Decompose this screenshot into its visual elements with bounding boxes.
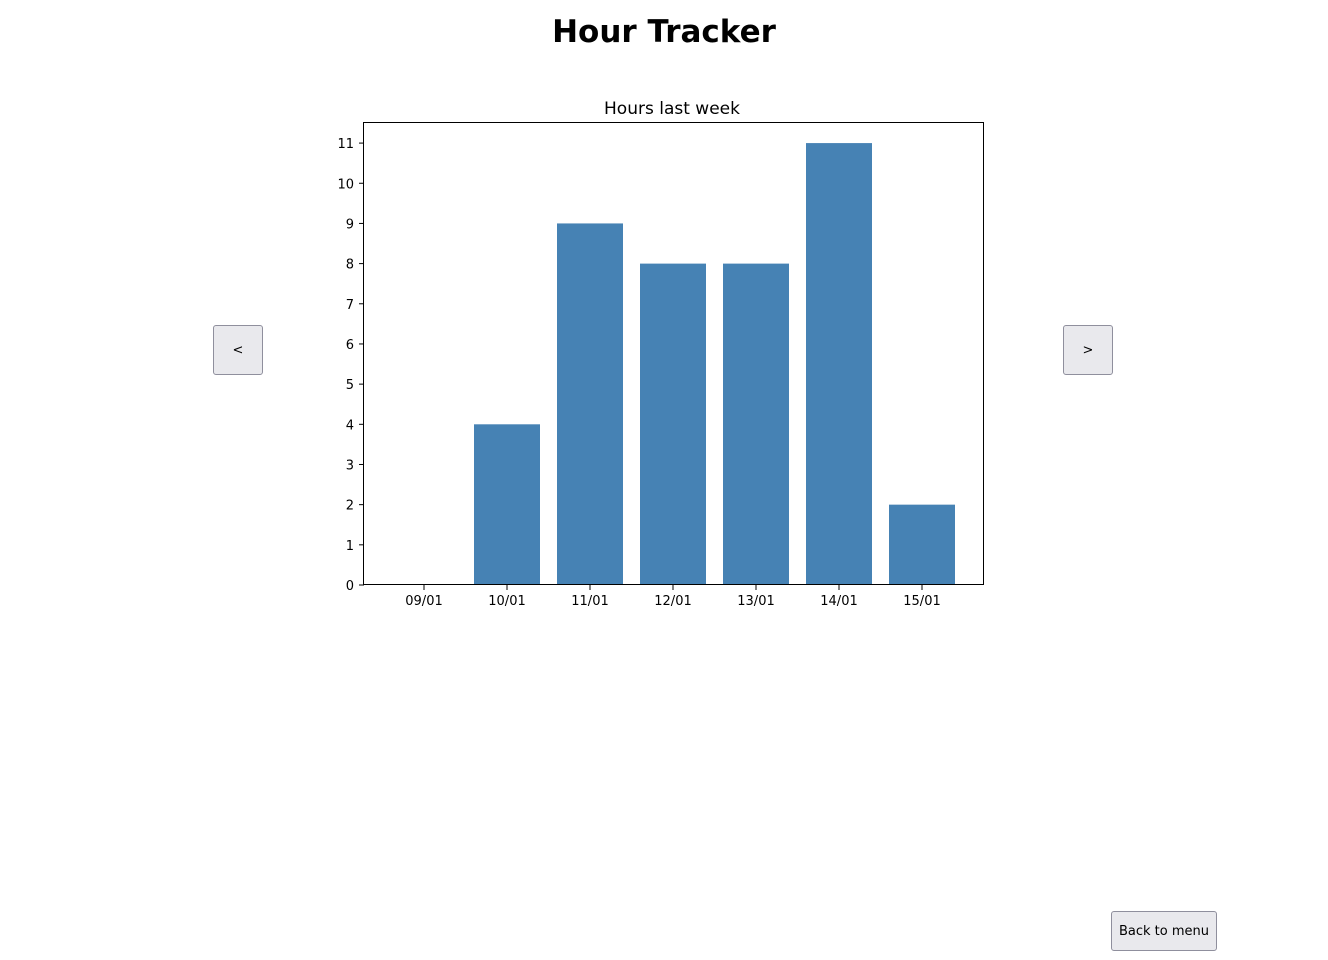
y-tick-label: 7 [346,298,354,313]
bar-11-01 [557,223,623,585]
plot-frame [363,122,984,585]
x-tick-label: 09/01 [405,594,442,609]
hours-chart: Hours last week 0 1 2 3 4 5 6 7 8 9 10 11 09/01 10/0… [300,90,1020,620]
y-tick-label: 0 [346,579,354,594]
y-tick-label: 10 [337,177,354,192]
bar-12-01 [640,263,706,585]
bar-14-01 [806,143,872,585]
y-tick-label: 6 [346,338,354,353]
x-tick-label: 15/01 [903,594,940,609]
bars-layer [474,143,955,585]
next-week-button[interactable]: > [1063,325,1113,375]
x-tick-label: 14/01 [820,594,857,609]
previous-week-button[interactable]: < [213,325,263,375]
bar-15-01 [889,504,955,585]
y-tick-label: 3 [346,458,354,473]
back-to-menu-button[interactable]: Back to menu [1111,911,1217,951]
y-tick-label: 9 [346,217,354,232]
bar-13-01 [723,263,789,585]
y-tick-label: 8 [346,258,354,273]
x-tick-label: 12/01 [654,594,691,609]
y-tick-label: 4 [346,418,354,433]
bar-10-01 [474,424,540,585]
chart-title: Hours last week [604,99,740,119]
x-tick-label: 10/01 [488,594,525,609]
x-tick-label: 13/01 [737,594,774,609]
y-tick-label: 1 [346,539,354,554]
y-tick-label: 2 [346,499,354,514]
page-title: Hour Tracker [552,14,776,50]
y-tick-label: 11 [337,137,354,152]
y-tick-label: 5 [346,378,354,393]
x-axis: 09/01 10/01 11/01 12/01 13/01 14/01 15/01 [405,585,941,609]
chart-canvas: Hours last week 0 1 2 3 4 5 6 7 8 9 10 11 09/01 10/0… [337,99,984,609]
x-tick-label: 11/01 [571,594,608,609]
y-axis: 0 1 2 3 4 5 6 7 8 9 10 11 [337,137,364,594]
